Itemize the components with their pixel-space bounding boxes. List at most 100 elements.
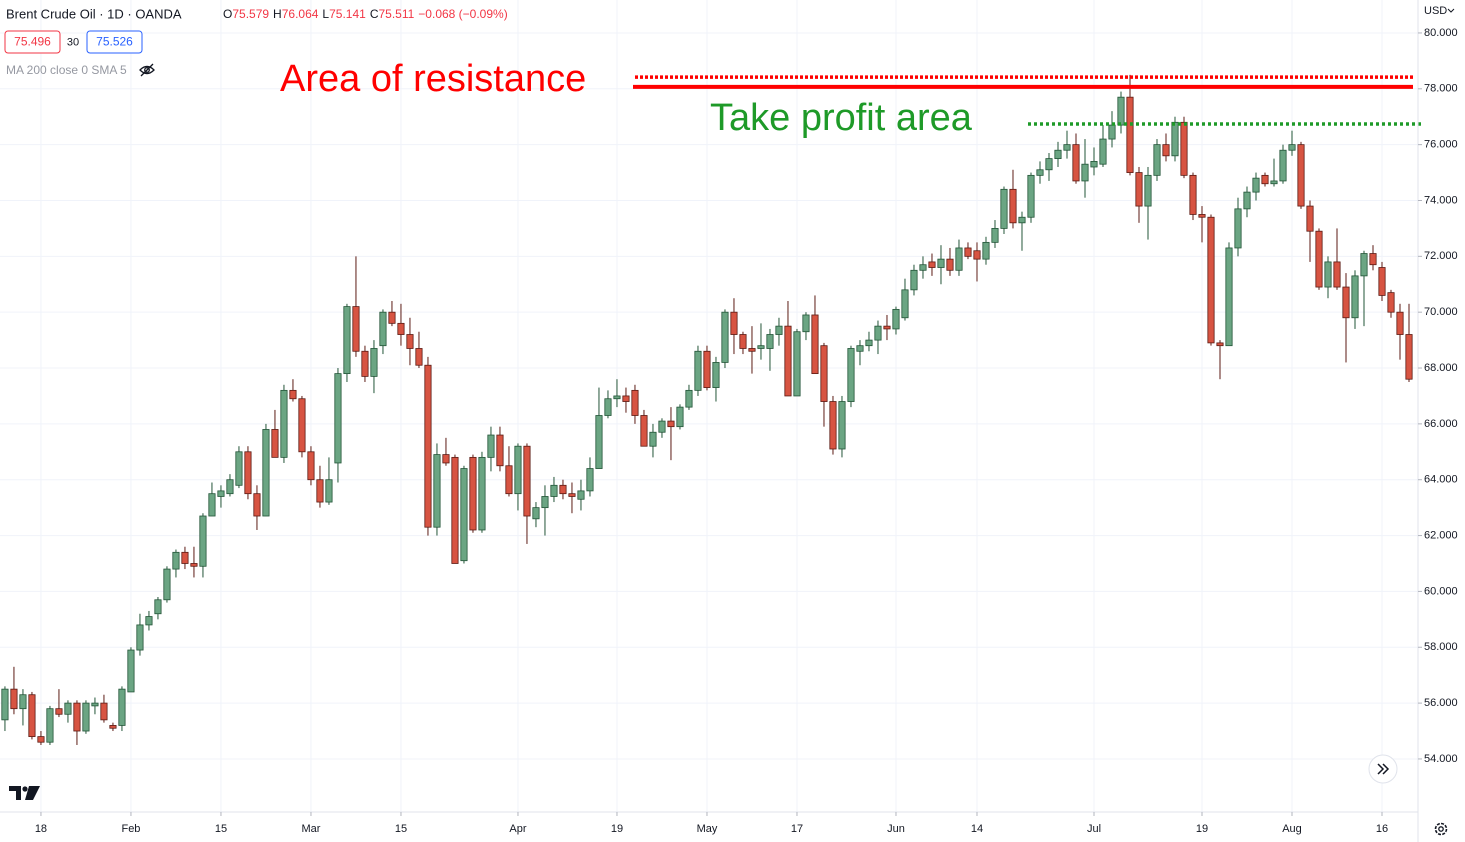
candle-body <box>703 350 711 388</box>
candle-body <box>991 228 999 243</box>
candle-body <box>1198 214 1206 218</box>
x-tick-label: Apr <box>509 823 526 835</box>
candle-body <box>127 649 135 693</box>
candle-body <box>1279 149 1287 182</box>
x-tick-label: May <box>697 823 718 835</box>
x-tick-label: 15 <box>215 823 227 835</box>
candle-body <box>1207 216 1215 344</box>
candle-body <box>937 258 945 268</box>
currency-caret <box>1447 8 1455 13</box>
candle-body <box>1171 121 1179 157</box>
candle-body <box>685 389 693 408</box>
candle-body <box>406 334 414 349</box>
candle-body <box>361 350 369 377</box>
settings-icon[interactable] <box>1434 822 1448 836</box>
candle-body <box>82 702 90 732</box>
candle-body <box>469 456 477 531</box>
candle-body <box>1063 144 1071 151</box>
candle-body <box>1090 160 1098 168</box>
candle-body <box>1261 174 1269 185</box>
candle-body <box>721 311 729 363</box>
candle-body <box>1054 149 1062 160</box>
candle-body <box>19 694 27 710</box>
candle-body <box>487 434 495 458</box>
candle-body <box>1072 144 1080 182</box>
candle-body <box>433 454 441 528</box>
candle-body <box>1189 174 1197 215</box>
candle-body <box>298 398 306 453</box>
candle-body <box>1225 247 1233 347</box>
candle-body <box>1144 174 1152 207</box>
scroll-icon <box>1377 763 1390 775</box>
candle-body <box>262 429 270 517</box>
status-low-label: L <box>322 7 329 21</box>
y-tick-label: 78.000 <box>1424 83 1458 95</box>
candle-body <box>739 334 747 349</box>
y-tick-label: 56.000 <box>1424 697 1458 709</box>
candle-body <box>541 496 549 509</box>
chart-title: Brent Crude Oil · 1D · OANDA <box>6 6 182 21</box>
status-close: 75.511 <box>378 7 414 21</box>
y-tick-label: 68.000 <box>1424 362 1458 374</box>
candle-body <box>838 401 846 450</box>
candle-body <box>208 493 216 517</box>
x-tick-label: Aug <box>1282 823 1302 835</box>
candle-body <box>883 325 891 330</box>
candle-body <box>766 334 774 349</box>
hide-icon[interactable] <box>139 63 155 77</box>
candle-body <box>334 373 342 464</box>
candle-body <box>37 736 45 743</box>
candles <box>1 74 1413 745</box>
candle-body <box>1027 174 1035 218</box>
candle-body <box>91 702 99 707</box>
candle-body <box>568 493 576 497</box>
candle-body <box>613 395 621 400</box>
candle-body <box>1153 144 1161 176</box>
candle-body <box>577 490 585 500</box>
candle-body <box>370 348 378 377</box>
ask: 75.526 <box>96 35 133 49</box>
candle-body <box>919 264 927 271</box>
candle-body <box>460 468 468 562</box>
candle-body <box>784 325 792 397</box>
candle-body <box>1297 144 1305 207</box>
candle-body <box>46 708 54 743</box>
candle-body <box>145 616 153 626</box>
tv-logo[interactable] <box>9 786 40 800</box>
candle-body <box>1369 253 1377 266</box>
y-tick-label: 62.000 <box>1424 529 1458 541</box>
candle-body <box>802 314 810 333</box>
candle-body <box>955 247 963 271</box>
candle-body <box>973 250 981 260</box>
candle-body <box>1306 205 1314 232</box>
candle-body <box>1270 180 1278 185</box>
bid-box[interactable] <box>4 30 61 54</box>
candle-body <box>604 398 612 416</box>
currency[interactable]: USD <box>1424 5 1447 17</box>
candle-body <box>289 389 297 400</box>
annotation-label: Area of resistance <box>280 58 586 100</box>
y-tick-label: 74.000 <box>1424 194 1458 206</box>
candle-body <box>10 688 18 710</box>
indicator-label: MA 200 close 0 SMA 5 <box>6 63 127 77</box>
candle-body <box>307 451 315 481</box>
candle-body <box>154 599 162 615</box>
candle-body <box>532 507 540 520</box>
candle-body <box>514 445 522 495</box>
candle-body <box>163 568 171 601</box>
y-tick-label: 66.000 <box>1424 418 1458 430</box>
ask-box[interactable] <box>86 30 143 54</box>
candle-body <box>1036 169 1044 176</box>
candle-body <box>874 325 882 341</box>
candle-body <box>1378 267 1386 296</box>
candle-body <box>775 325 783 335</box>
candle-body <box>847 348 855 402</box>
y-tick-label: 60.000 <box>1424 585 1458 597</box>
candle-body <box>397 322 405 335</box>
y-tick-label: 72.000 <box>1424 250 1458 262</box>
grid <box>0 0 1418 812</box>
candle-body <box>280 389 288 458</box>
candle-body <box>865 339 873 347</box>
candle-body <box>1 688 9 721</box>
